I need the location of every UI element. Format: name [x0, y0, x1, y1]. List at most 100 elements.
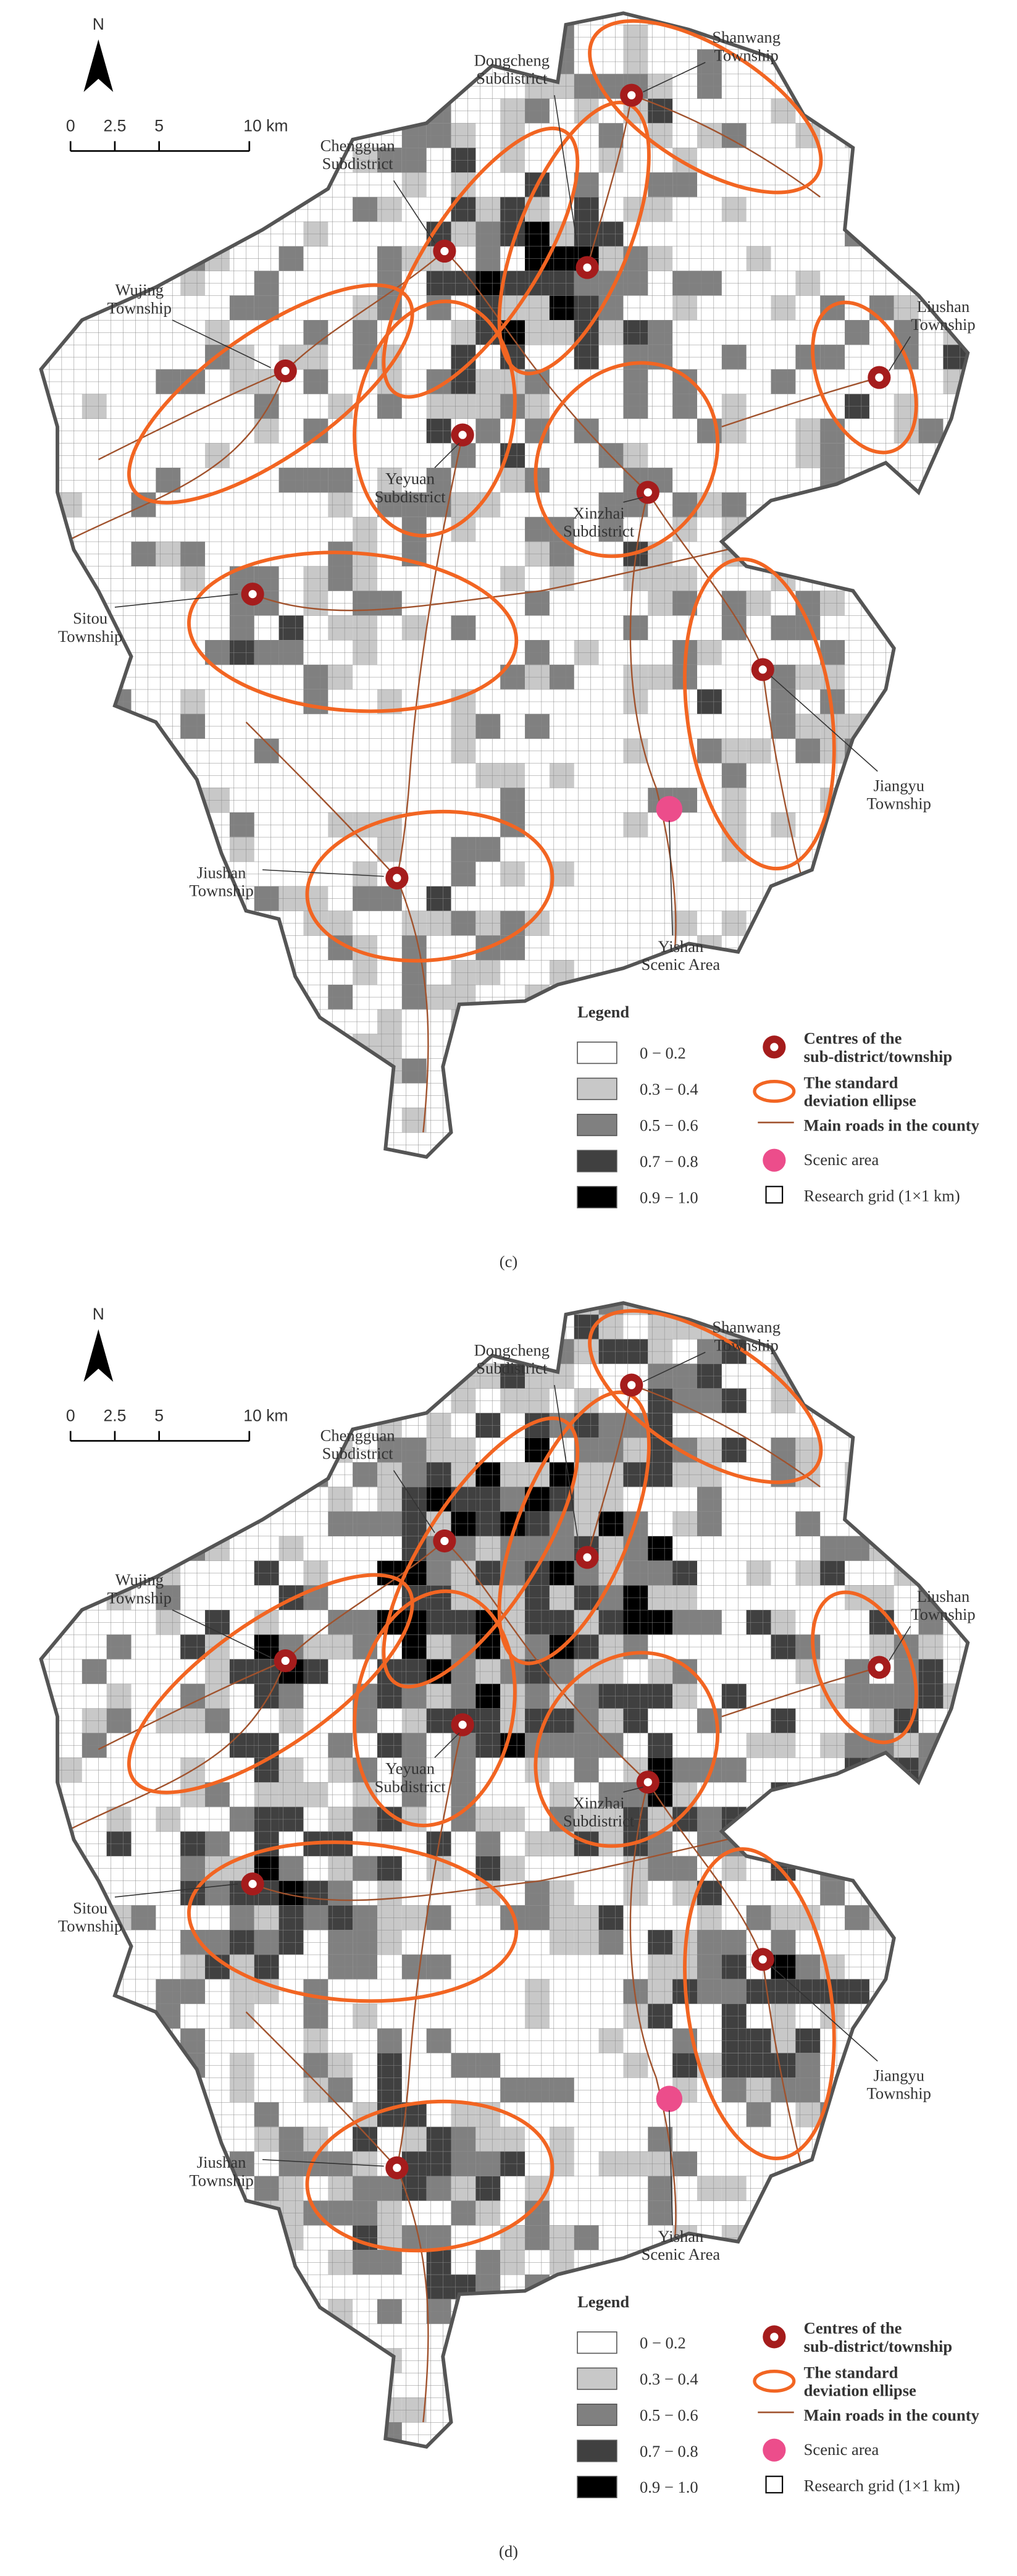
grid-cell [968, 1339, 992, 1364]
grid-cell [353, 1303, 377, 1315]
grid-cell [41, 2126, 57, 2152]
grid-cell [968, 1635, 992, 1659]
grid-cell [845, 1831, 869, 1856]
grid-cell [918, 689, 944, 714]
grid-cell [894, 1856, 919, 1881]
grid-cell [156, 2397, 181, 2423]
centre-dot [281, 1656, 290, 1665]
road [65, 1540, 445, 1832]
place-label: Subdistrict [322, 154, 394, 173]
centre-dot [440, 1536, 449, 1546]
grid-cell [180, 1339, 206, 1364]
place-label: Jiangyu [873, 776, 924, 794]
deviation-ellipse [534, 361, 720, 558]
grid-cell [278, 1303, 304, 1315]
place-label: Subdistrict [476, 69, 548, 88]
leader-line [889, 1626, 911, 1661]
grid-cell [205, 196, 230, 222]
grid-cell [918, 2028, 944, 2053]
grid-cell [106, 2003, 132, 2029]
leader-line [554, 1385, 578, 1536]
place-label: Scenic Area [642, 2245, 721, 2263]
road [396, 2167, 429, 2423]
county-border [39, 1301, 970, 2449]
road [629, 492, 677, 969]
grid-cell [771, 1831, 796, 1856]
legend-label: 0.7 − 0.8 [640, 2442, 698, 2460]
grid-cell [943, 516, 968, 542]
legend-centre-dot [770, 2333, 779, 2341]
north-label: N [93, 15, 104, 33]
leader-line [114, 1883, 238, 1898]
grid-cell [229, 911, 254, 936]
legend-swatch [577, 1042, 617, 1064]
grid-cell [746, 2348, 771, 2373]
place-label: Dongcheng [474, 51, 550, 69]
road [65, 250, 445, 542]
leader-line [262, 869, 384, 877]
grid-cell [41, 2299, 57, 2324]
grid-cell [229, 1083, 254, 1108]
grid-cell [894, 1880, 919, 1906]
legend-swatch [577, 2439, 617, 2462]
leader-line [623, 497, 643, 503]
grid-cell [869, 1363, 894, 1389]
deviation-ellipse [811, 300, 918, 455]
grid-cell [943, 1733, 968, 1758]
grid-cell [156, 1009, 181, 1034]
grid-cell [303, 1303, 329, 1315]
leader-line [393, 1470, 435, 1533]
grid-cell [968, 2422, 992, 2447]
legend-item: Main roads in the county [804, 2406, 980, 2424]
grid-cell [229, 1033, 254, 1059]
deviation-ellipse [683, 1847, 836, 2160]
grid-cell [943, 1132, 968, 1157]
grid-cell [229, 1462, 254, 1487]
deviation-ellipse [353, 299, 517, 538]
grid-cell [57, 1132, 82, 1157]
grid-cell [41, 1782, 57, 1807]
leader-line [114, 593, 238, 608]
grid-cell [968, 172, 992, 197]
grid-cell [475, 2397, 501, 2423]
centre-dot [583, 263, 592, 272]
grid-cell [894, 1303, 919, 1315]
grid-cell [500, 1314, 525, 1339]
grid-cell [82, 1486, 107, 1512]
grid-cell [918, 2250, 944, 2275]
legend-label: 0.7 − 0.8 [640, 1152, 698, 1171]
panel-label: (c) [500, 1252, 517, 1271]
grid-cell [943, 172, 968, 197]
deviation-ellipse [187, 1840, 519, 2003]
grid-cell [41, 1486, 57, 1512]
grid-cell [180, 1511, 206, 1536]
grid-cell [82, 2274, 107, 2299]
grid-cell [41, 2003, 57, 2029]
grid-cell [57, 2151, 82, 2176]
grid-cell [721, 1303, 747, 1315]
grid-cell [697, 2397, 722, 2423]
grid-cell [229, 1314, 254, 1339]
place-label: Jiushan [197, 2153, 246, 2171]
map-panel: ShanwangTownshipDongchengSubdistrictChen… [39, 1301, 992, 2561]
place-label: Xinzhai [573, 1793, 625, 1812]
grid-cell [721, 13, 747, 25]
legend-swatch [577, 2475, 617, 2499]
road [98, 1660, 286, 1750]
grid-cell [229, 1132, 254, 1157]
legend-item: Research grid (1×1 km) [804, 2477, 960, 2495]
centre-dot [393, 2163, 401, 2172]
grid-cell [918, 271, 944, 296]
grid-cell [156, 246, 181, 271]
legend-swatch [577, 1150, 617, 1172]
grid-cell [106, 24, 132, 49]
leader-line [172, 319, 271, 368]
grid-cell [229, 13, 254, 25]
grid-cell [845, 2053, 869, 2078]
grid-cell [33, 1157, 57, 1182]
leader-line [889, 336, 911, 371]
grid-cell [353, 98, 377, 124]
north-label: N [93, 1305, 104, 1323]
grid-cell [525, 1303, 550, 1315]
grid-cell [106, 2397, 132, 2423]
